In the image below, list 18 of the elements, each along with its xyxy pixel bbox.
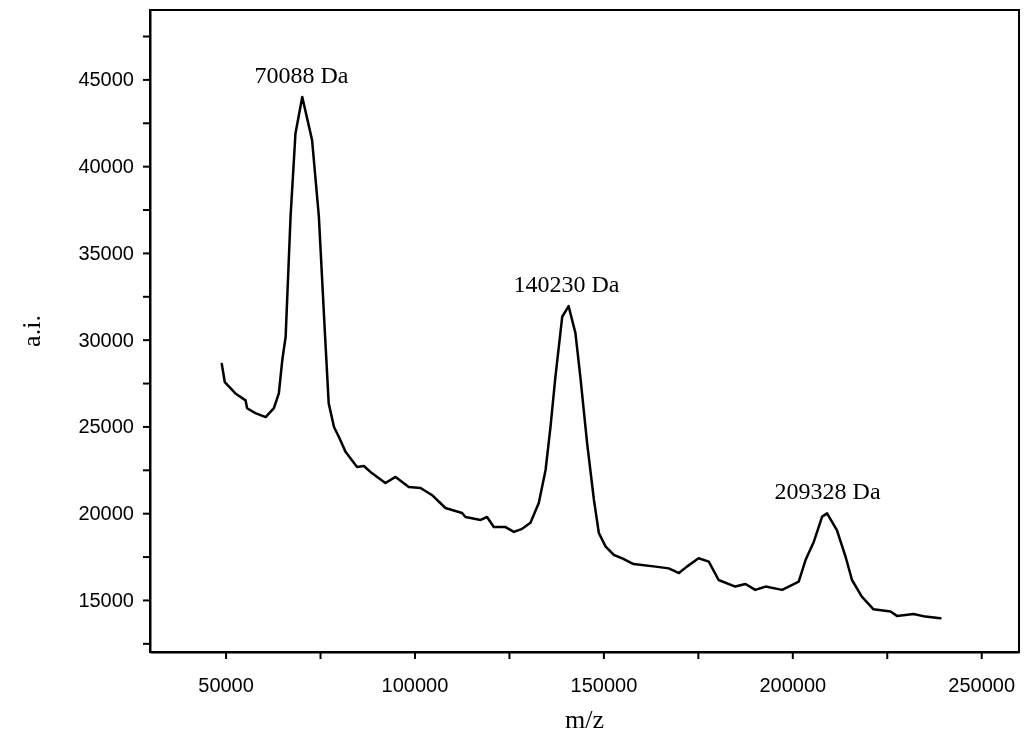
y-tick-label: 25000 xyxy=(78,415,134,438)
y-tick-label: 20000 xyxy=(78,502,134,525)
y-tick-label: 30000 xyxy=(78,328,134,351)
y-axis-title: a.i. xyxy=(17,315,46,347)
x-tick-label: 200000 xyxy=(759,674,827,696)
annotation: 70088 Da xyxy=(254,61,349,88)
y-tick-label: 45000 xyxy=(78,68,134,91)
x-tick-label: 150000 xyxy=(570,674,638,696)
x-tick-label: 50000 xyxy=(198,674,254,696)
y-tick-label: 35000 xyxy=(78,241,134,264)
x-axis-title: m/z xyxy=(565,705,604,734)
annotation: 140230 Da xyxy=(513,271,620,298)
x-tick-label: 250000 xyxy=(948,674,1016,696)
annotation: 209328 Da xyxy=(774,478,881,505)
x-tick-label: 100000 xyxy=(381,674,449,696)
line-series xyxy=(220,95,942,620)
y-tick-label: 40000 xyxy=(78,155,134,178)
y-tick-label: 15000 xyxy=(78,588,134,611)
